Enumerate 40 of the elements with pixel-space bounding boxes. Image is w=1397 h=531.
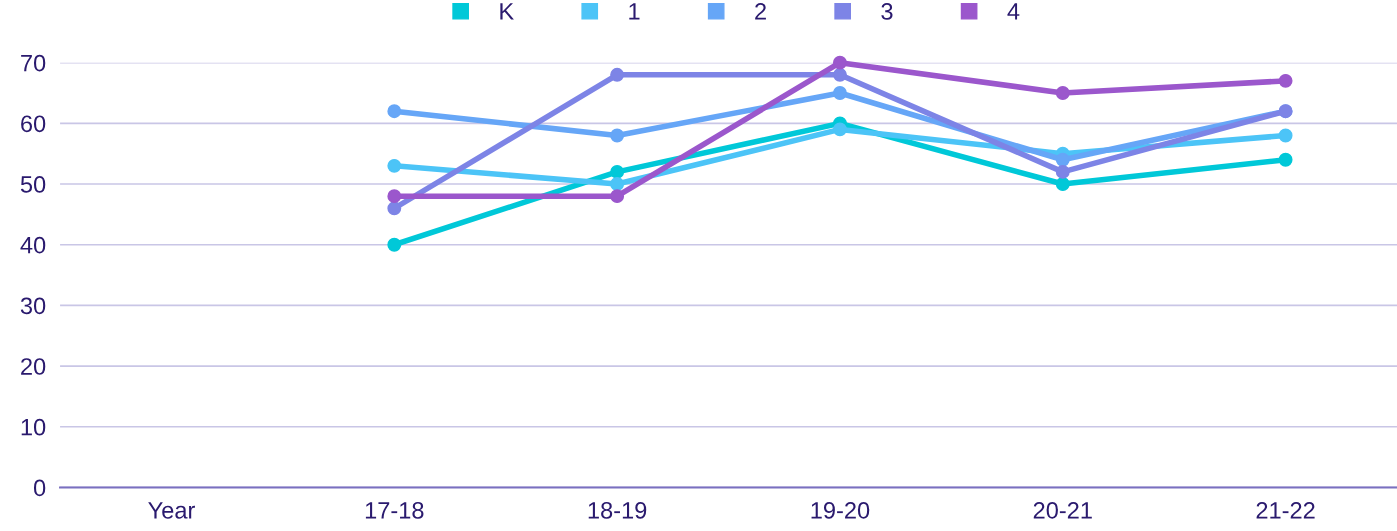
legend-label: K	[500, 3, 514, 20]
point	[1278, 73, 1293, 88]
point	[610, 67, 625, 82]
point	[610, 128, 625, 143]
point	[1055, 152, 1070, 167]
legend-label: 2	[755, 3, 766, 20]
x-tick-label: 20-21	[1033, 501, 1092, 519]
point	[833, 67, 847, 82]
y-tick-label: 40	[20, 236, 46, 254]
y-tick-label: 60	[21, 115, 46, 133]
x-tick-label: Year	[148, 502, 195, 519]
point	[610, 177, 625, 191]
legend-label: 1	[629, 3, 640, 20]
point	[833, 86, 847, 100]
point	[610, 189, 625, 204]
y-tick-label: 10	[21, 418, 46, 436]
point	[387, 237, 402, 252]
point	[387, 189, 402, 204]
point	[833, 55, 847, 70]
x-tick-label: 17-18	[365, 501, 424, 519]
point	[1055, 86, 1070, 100]
point	[1278, 128, 1293, 143]
point	[610, 164, 625, 179]
point	[833, 122, 847, 137]
y-tick-label: 70	[21, 54, 46, 72]
y-tick-label: 20	[21, 358, 46, 375]
point	[1055, 164, 1070, 179]
x-tick-label: 21-22	[1256, 501, 1315, 519]
y-tick-label: 50	[20, 176, 46, 193]
point	[387, 104, 402, 119]
x-tick-label: 18-19	[588, 501, 647, 519]
y-tick-label: 30	[20, 297, 46, 315]
point	[1278, 152, 1293, 167]
legend-label: 4	[1007, 3, 1020, 20]
point	[387, 201, 402, 216]
point	[387, 158, 402, 173]
x-tick-label: 19-20	[811, 501, 870, 519]
y-tick-label: 0	[33, 479, 46, 497]
point	[1055, 177, 1070, 191]
legend-label: 3	[881, 3, 893, 20]
